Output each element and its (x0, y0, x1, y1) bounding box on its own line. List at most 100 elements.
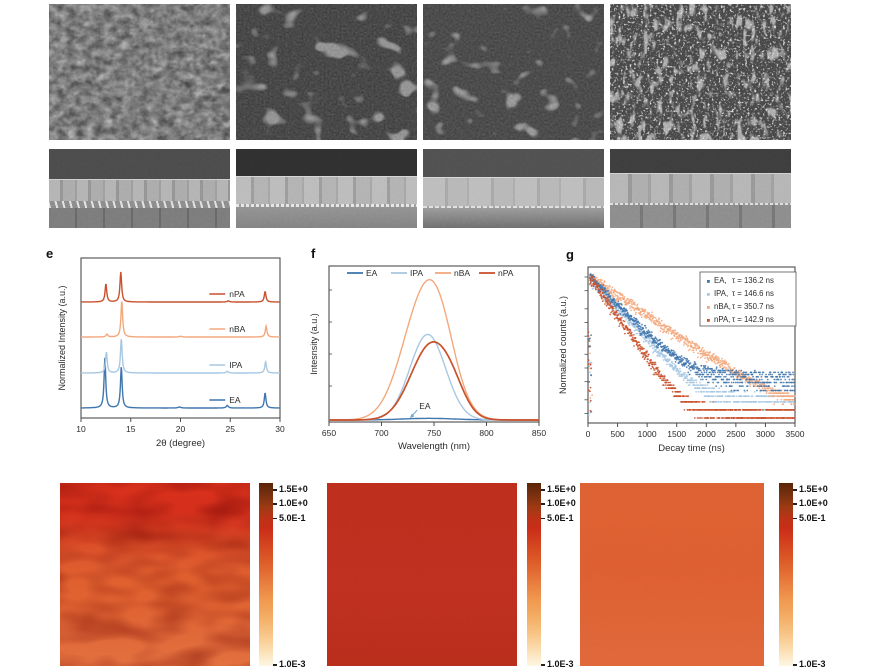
decay-point (736, 375, 739, 378)
decay-point (760, 401, 762, 403)
decay-point (612, 309, 615, 312)
decay-point (779, 381, 782, 384)
decay-point (766, 401, 769, 403)
decay-point (677, 356, 680, 359)
decay-point (667, 384, 669, 386)
decay-point (735, 373, 737, 376)
decay-point (679, 337, 682, 340)
colorbar-tick-label: 1.0E-3 (547, 659, 574, 670)
decay-point (682, 336, 685, 339)
decay-point (777, 371, 780, 374)
decay-point (683, 364, 686, 367)
decay-point (766, 378, 769, 381)
decay-point (661, 328, 664, 331)
decay-point (607, 291, 609, 294)
decay-point (715, 401, 718, 403)
decay-point (636, 305, 638, 307)
decay-point (662, 384, 665, 386)
decay-point (767, 381, 769, 384)
decay-point (588, 345, 591, 348)
decay-point (705, 371, 708, 374)
decay-point (718, 357, 720, 360)
decay-point (725, 361, 728, 363)
decay-point (778, 395, 781, 398)
decay-point (629, 300, 632, 303)
decay-point (788, 385, 790, 387)
decay-point (615, 311, 618, 314)
decay-point (750, 380, 753, 382)
decay-point (758, 378, 761, 381)
decay-point (592, 287, 594, 290)
decay-point (678, 340, 681, 343)
decay-point (695, 381, 698, 384)
decay-point (763, 385, 766, 387)
decay-point (620, 304, 623, 306)
decay-point (646, 360, 649, 363)
decay-point (788, 381, 791, 384)
decay-point (623, 320, 626, 323)
decay-point (783, 392, 786, 395)
decay-point (690, 345, 693, 348)
decay-point (707, 366, 709, 369)
decay-point (713, 387, 715, 390)
decay-point (619, 292, 621, 294)
decay-point (669, 330, 672, 333)
decay-point (598, 284, 601, 287)
decay-point (744, 373, 746, 376)
decay-point (729, 371, 732, 374)
plot-frame (587, 266, 796, 424)
decay-point (683, 373, 686, 376)
decay-point (755, 371, 757, 374)
decay-point (712, 401, 714, 403)
decay-point (739, 409, 742, 411)
decay-point (659, 322, 662, 325)
decay-point (670, 326, 672, 329)
decay-point (721, 364, 724, 367)
decay-point (610, 311, 612, 314)
decay-point (698, 375, 700, 378)
decay-point (683, 356, 685, 359)
decay-point (620, 299, 622, 302)
decay-point (590, 285, 593, 287)
decay-point (714, 371, 717, 374)
decay-point (676, 373, 679, 376)
decay-point (647, 362, 650, 365)
decay-point (749, 383, 751, 386)
decay-point (658, 372, 661, 374)
decay-point (607, 286, 610, 288)
decay-point (730, 395, 732, 398)
decay-point (735, 395, 738, 398)
decay-point (644, 324, 647, 327)
decay-point (687, 395, 690, 398)
decay-point (781, 375, 784, 378)
decay-point (605, 284, 608, 287)
decay-point (715, 385, 718, 387)
decay-point (663, 356, 666, 359)
decay-point (624, 328, 626, 330)
decay-point (721, 357, 723, 360)
colorbar-tick (793, 503, 797, 505)
decay-point (638, 322, 641, 325)
decay-point (593, 275, 596, 278)
colorbar-tick (273, 664, 277, 666)
decay-point (612, 307, 615, 310)
decay-point (793, 401, 795, 403)
decay-point (673, 351, 676, 353)
decay-point (688, 384, 691, 386)
decay-point (728, 395, 731, 398)
decay-point (605, 290, 608, 293)
decay-point (716, 395, 719, 398)
decay-point (760, 381, 762, 384)
decay-point (731, 385, 733, 387)
decay-point (609, 304, 611, 307)
decay-point (622, 326, 624, 328)
decay-point (674, 361, 677, 363)
decay-point (715, 366, 718, 369)
decay-point (631, 334, 633, 336)
decay-point (790, 373, 792, 376)
decay-point (732, 373, 734, 376)
decay-point (642, 308, 644, 310)
decay-point (757, 380, 760, 382)
decay-point (712, 390, 714, 393)
decay-point (612, 295, 615, 298)
